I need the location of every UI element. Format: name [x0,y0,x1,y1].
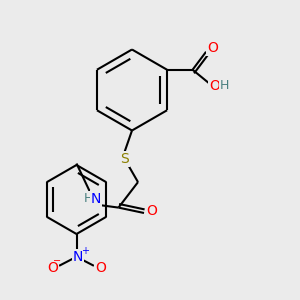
Text: H: H [220,79,230,92]
Text: O: O [209,79,220,93]
Text: O: O [146,204,157,218]
Text: O: O [207,41,218,55]
Text: N: N [91,192,101,206]
Text: −: − [52,256,61,266]
Text: O: O [47,261,58,275]
Text: +: + [81,246,89,256]
Text: O: O [95,261,106,275]
Text: H: H [84,192,93,205]
Text: S: S [120,152,129,166]
Text: N: N [73,250,83,264]
